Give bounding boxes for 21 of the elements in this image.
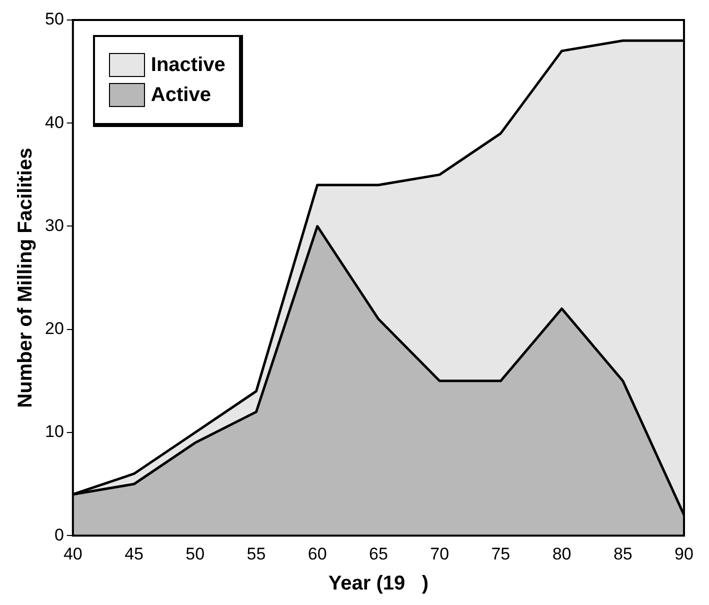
x-tick-label: 80 [552,544,572,564]
x-tick-label: 90 [674,544,694,564]
y-tick-label: 40 [44,112,64,132]
x-tick-label: 70 [430,544,450,564]
legend-label: Active [150,84,211,106]
y-tick-label: 0 [54,525,64,544]
y-tick-label: 50 [44,10,64,29]
y-tick-label: 20 [44,319,64,338]
x-axis-title: Year (19 ) [328,572,428,595]
x-tick-label: 65 [368,544,388,564]
y-tick-label: 10 [44,422,64,442]
x-tick-label: 45 [124,544,144,564]
x-tick-label: 50 [186,544,205,564]
y-axis-title: Number of Milling Facilities [14,148,37,408]
x-tick-label: 55 [246,544,266,564]
y-tick-label: 30 [44,216,64,235]
x-tick-label: 60 [308,544,327,564]
x-tick-label: 75 [491,544,510,564]
x-tick-label: 85 [613,544,632,564]
legend-label: Inactive [150,54,226,76]
x-tick-label: 40 [63,544,82,564]
